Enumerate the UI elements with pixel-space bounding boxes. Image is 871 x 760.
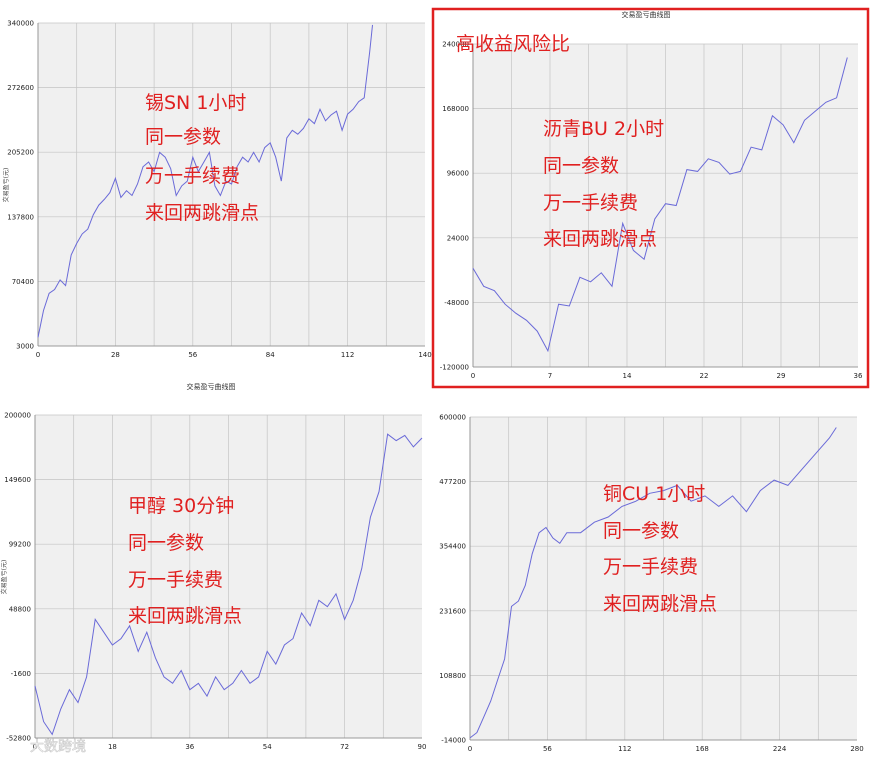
y-tick-label: -14000: [441, 737, 466, 745]
annotation-1: 沥青BU 2小时: [543, 118, 664, 140]
series-line: [37, 24, 373, 338]
x-tick-label: 0: [33, 743, 37, 751]
series-line: [469, 427, 837, 739]
x-tick-label: 0: [36, 351, 40, 359]
grid: [469, 416, 857, 741]
panel-copper: 0 56 112 168 224 280 -14000 108800 231600 354400…: [439, 414, 863, 754]
y-tick-label: -120000: [440, 364, 469, 372]
panel-tin: 0 28 56 84 112 140 3000 70400 137800 205200 27260…: [2, 20, 432, 360]
annotation-4: 来回两跳滑点: [603, 593, 717, 615]
x-tick-labels: 0 18 36 54 72 90: [33, 743, 427, 751]
highlight-box: [431, 7, 870, 389]
y-tick-label: 205200: [7, 149, 34, 157]
annotation-3: 万一手续费: [543, 192, 638, 214]
y-tick-label: 99200: [9, 541, 31, 549]
annotation-2: 同一参数: [543, 155, 619, 177]
x-tick-labels: 0 56 112 168 224 280: [468, 745, 864, 753]
y-tick-label: 108800: [439, 672, 466, 680]
y-tick-labels: -14000 108800 231600 354400 477200 600000: [439, 414, 466, 745]
y-tick-label: 48800: [9, 605, 31, 613]
watermark-text: 大数跨境: [30, 739, 86, 755]
y-tick-label: 600000: [439, 414, 466, 422]
x-tick-label: 224: [773, 745, 787, 753]
x-tick-label: 112: [618, 745, 631, 753]
y-tick-label: 70400: [12, 278, 34, 286]
y-tick-label: 354400: [439, 543, 466, 551]
y-tick-label: -48000: [444, 299, 469, 307]
x-tick-label: 90: [418, 743, 427, 751]
panel-methanol: 交易盈亏曲线图 0 18 36 54 72 90 -52800 -1600 48800 9920…: [0, 382, 426, 751]
grid: [472, 43, 858, 368]
grid: [37, 22, 425, 347]
chart-title: 交易盈亏曲线图: [622, 10, 671, 19]
x-tick-label: 18: [108, 743, 117, 751]
y-axis-label: 交易盈亏(元): [2, 168, 10, 203]
annotation-1: 甲醇 30分钟: [128, 495, 234, 517]
x-tick-label: 140: [418, 351, 431, 359]
y-tick-label: 96000: [447, 170, 469, 178]
annotation-3: 万一手续费: [603, 556, 698, 578]
x-tick-label: 36: [854, 372, 863, 380]
annotation-4: 来回两跳滑点: [145, 202, 259, 224]
x-tick-label: 14: [623, 372, 632, 380]
x-tick-label: 7: [548, 372, 552, 380]
x-tick-label: 72: [340, 743, 349, 751]
x-tick-labels: 0 28 56 84 112 140: [36, 351, 432, 359]
x-tick-label: 54: [263, 743, 272, 751]
y-tick-labels: 3000 70400 137800 205200 272600 340000: [7, 20, 34, 351]
annotation-4: 来回两跳滑点: [543, 228, 657, 250]
y-tick-label: 137800: [7, 213, 34, 221]
x-tick-label: 280: [850, 745, 863, 753]
x-tick-label: 0: [468, 745, 472, 753]
y-tick-label: 231600: [439, 607, 466, 615]
annotation-2: 同一参数: [128, 532, 204, 554]
series-line: [34, 433, 423, 736]
highlight-label: 高收益风险比: [456, 33, 570, 55]
series-line: [472, 57, 848, 353]
annotation-4: 来回两跳滑点: [128, 605, 242, 627]
x-tick-labels: 0 7 14 22 29 36: [471, 372, 863, 380]
y-tick-label: 168000: [442, 105, 469, 113]
y-tick-labels: -120000 -48000 24000 96000 168000 240000: [440, 41, 469, 372]
annotation-2: 同一参数: [603, 520, 679, 542]
x-tick-label: 0: [471, 372, 475, 380]
panel-bitumen: 交易盈亏曲线图 0 7 14 22 29 36 -120000 -48000 24000 960…: [431, 7, 870, 389]
y-tick-label: 3000: [16, 343, 34, 351]
y-tick-label: -52800: [6, 735, 31, 743]
annotation-1: 铜CU 1小时: [603, 483, 705, 505]
x-tick-label: 56: [188, 351, 197, 359]
y-tick-label: 272600: [7, 84, 34, 92]
y-axis-label: 交易盈亏(元): [0, 560, 8, 595]
y-tick-label: 477200: [439, 478, 466, 486]
annotation-1: 锡SN 1小时: [145, 92, 246, 114]
y-tick-label: 240000: [442, 41, 469, 49]
y-tick-label: 200000: [4, 412, 31, 420]
y-tick-labels: -52800 -1600 48800 99200 149600 200000: [4, 412, 31, 743]
y-tick-label: 340000: [7, 20, 34, 28]
chart-title: 交易盈亏曲线图: [187, 382, 236, 391]
x-tick-label: 36: [185, 743, 194, 751]
y-tick-label: 149600: [4, 476, 31, 484]
x-tick-label: 22: [700, 372, 709, 380]
x-tick-label: 28: [111, 351, 120, 359]
grid: [34, 414, 422, 739]
annotation-3: 万一手续费: [145, 165, 240, 187]
x-tick-label: 84: [266, 351, 275, 359]
x-tick-label: 168: [696, 745, 709, 753]
annotation-3: 万一手续费: [128, 569, 223, 591]
x-tick-label: 112: [341, 351, 354, 359]
annotation-2: 同一参数: [145, 126, 221, 148]
x-tick-label: 29: [777, 372, 786, 380]
x-tick-label: 56: [543, 745, 552, 753]
y-tick-label: 24000: [447, 234, 469, 242]
y-tick-label: -1600: [11, 670, 31, 678]
